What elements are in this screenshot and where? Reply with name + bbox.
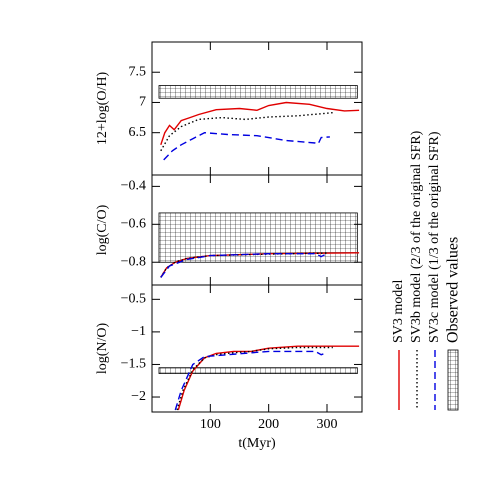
y-axis-label: log(N/O) (95, 323, 110, 375)
y-tick-label: −0.5 (121, 292, 146, 307)
legend-label: Observed values (445, 237, 462, 343)
legend-label: SV3b model (2/3 of the original SFR) (409, 130, 424, 343)
legend-label: SV3 model (391, 280, 406, 344)
series-line (163, 131, 330, 161)
legend-hatch (447, 349, 459, 411)
y-axis-label: 12+log(O/H) (95, 72, 110, 146)
x-tick-label: 200 (258, 417, 279, 432)
series-line (174, 350, 328, 411)
x-tick-label: 100 (200, 417, 221, 432)
legend-label: SV3c model (1/3 of the original SFR) (427, 131, 442, 343)
y-tick-label: −1 (131, 324, 146, 339)
y-tick-label: −2 (131, 389, 146, 404)
y-tick-label: 7.5 (129, 64, 147, 79)
y-axis-label: log(C/O) (95, 204, 110, 255)
series-line (177, 345, 360, 411)
series-line (160, 101, 360, 146)
y-tick-label: 7 (139, 95, 146, 110)
y-tick-label: −0.4 (121, 179, 146, 194)
observed-band (158, 367, 358, 374)
y-tick-label: 6.5 (129, 125, 147, 140)
observed-band (158, 85, 358, 99)
panel-frame (151, 284, 363, 413)
y-tick-label: −0.8 (121, 254, 146, 269)
y-tick-label: −0.6 (121, 217, 146, 232)
series-line (160, 253, 328, 278)
series-line (176, 346, 333, 411)
x-axis-label: t(Myr) (238, 436, 276, 451)
x-tick-label: 300 (317, 417, 338, 432)
y-tick-label: −1.5 (121, 357, 146, 372)
series-line (160, 112, 333, 152)
